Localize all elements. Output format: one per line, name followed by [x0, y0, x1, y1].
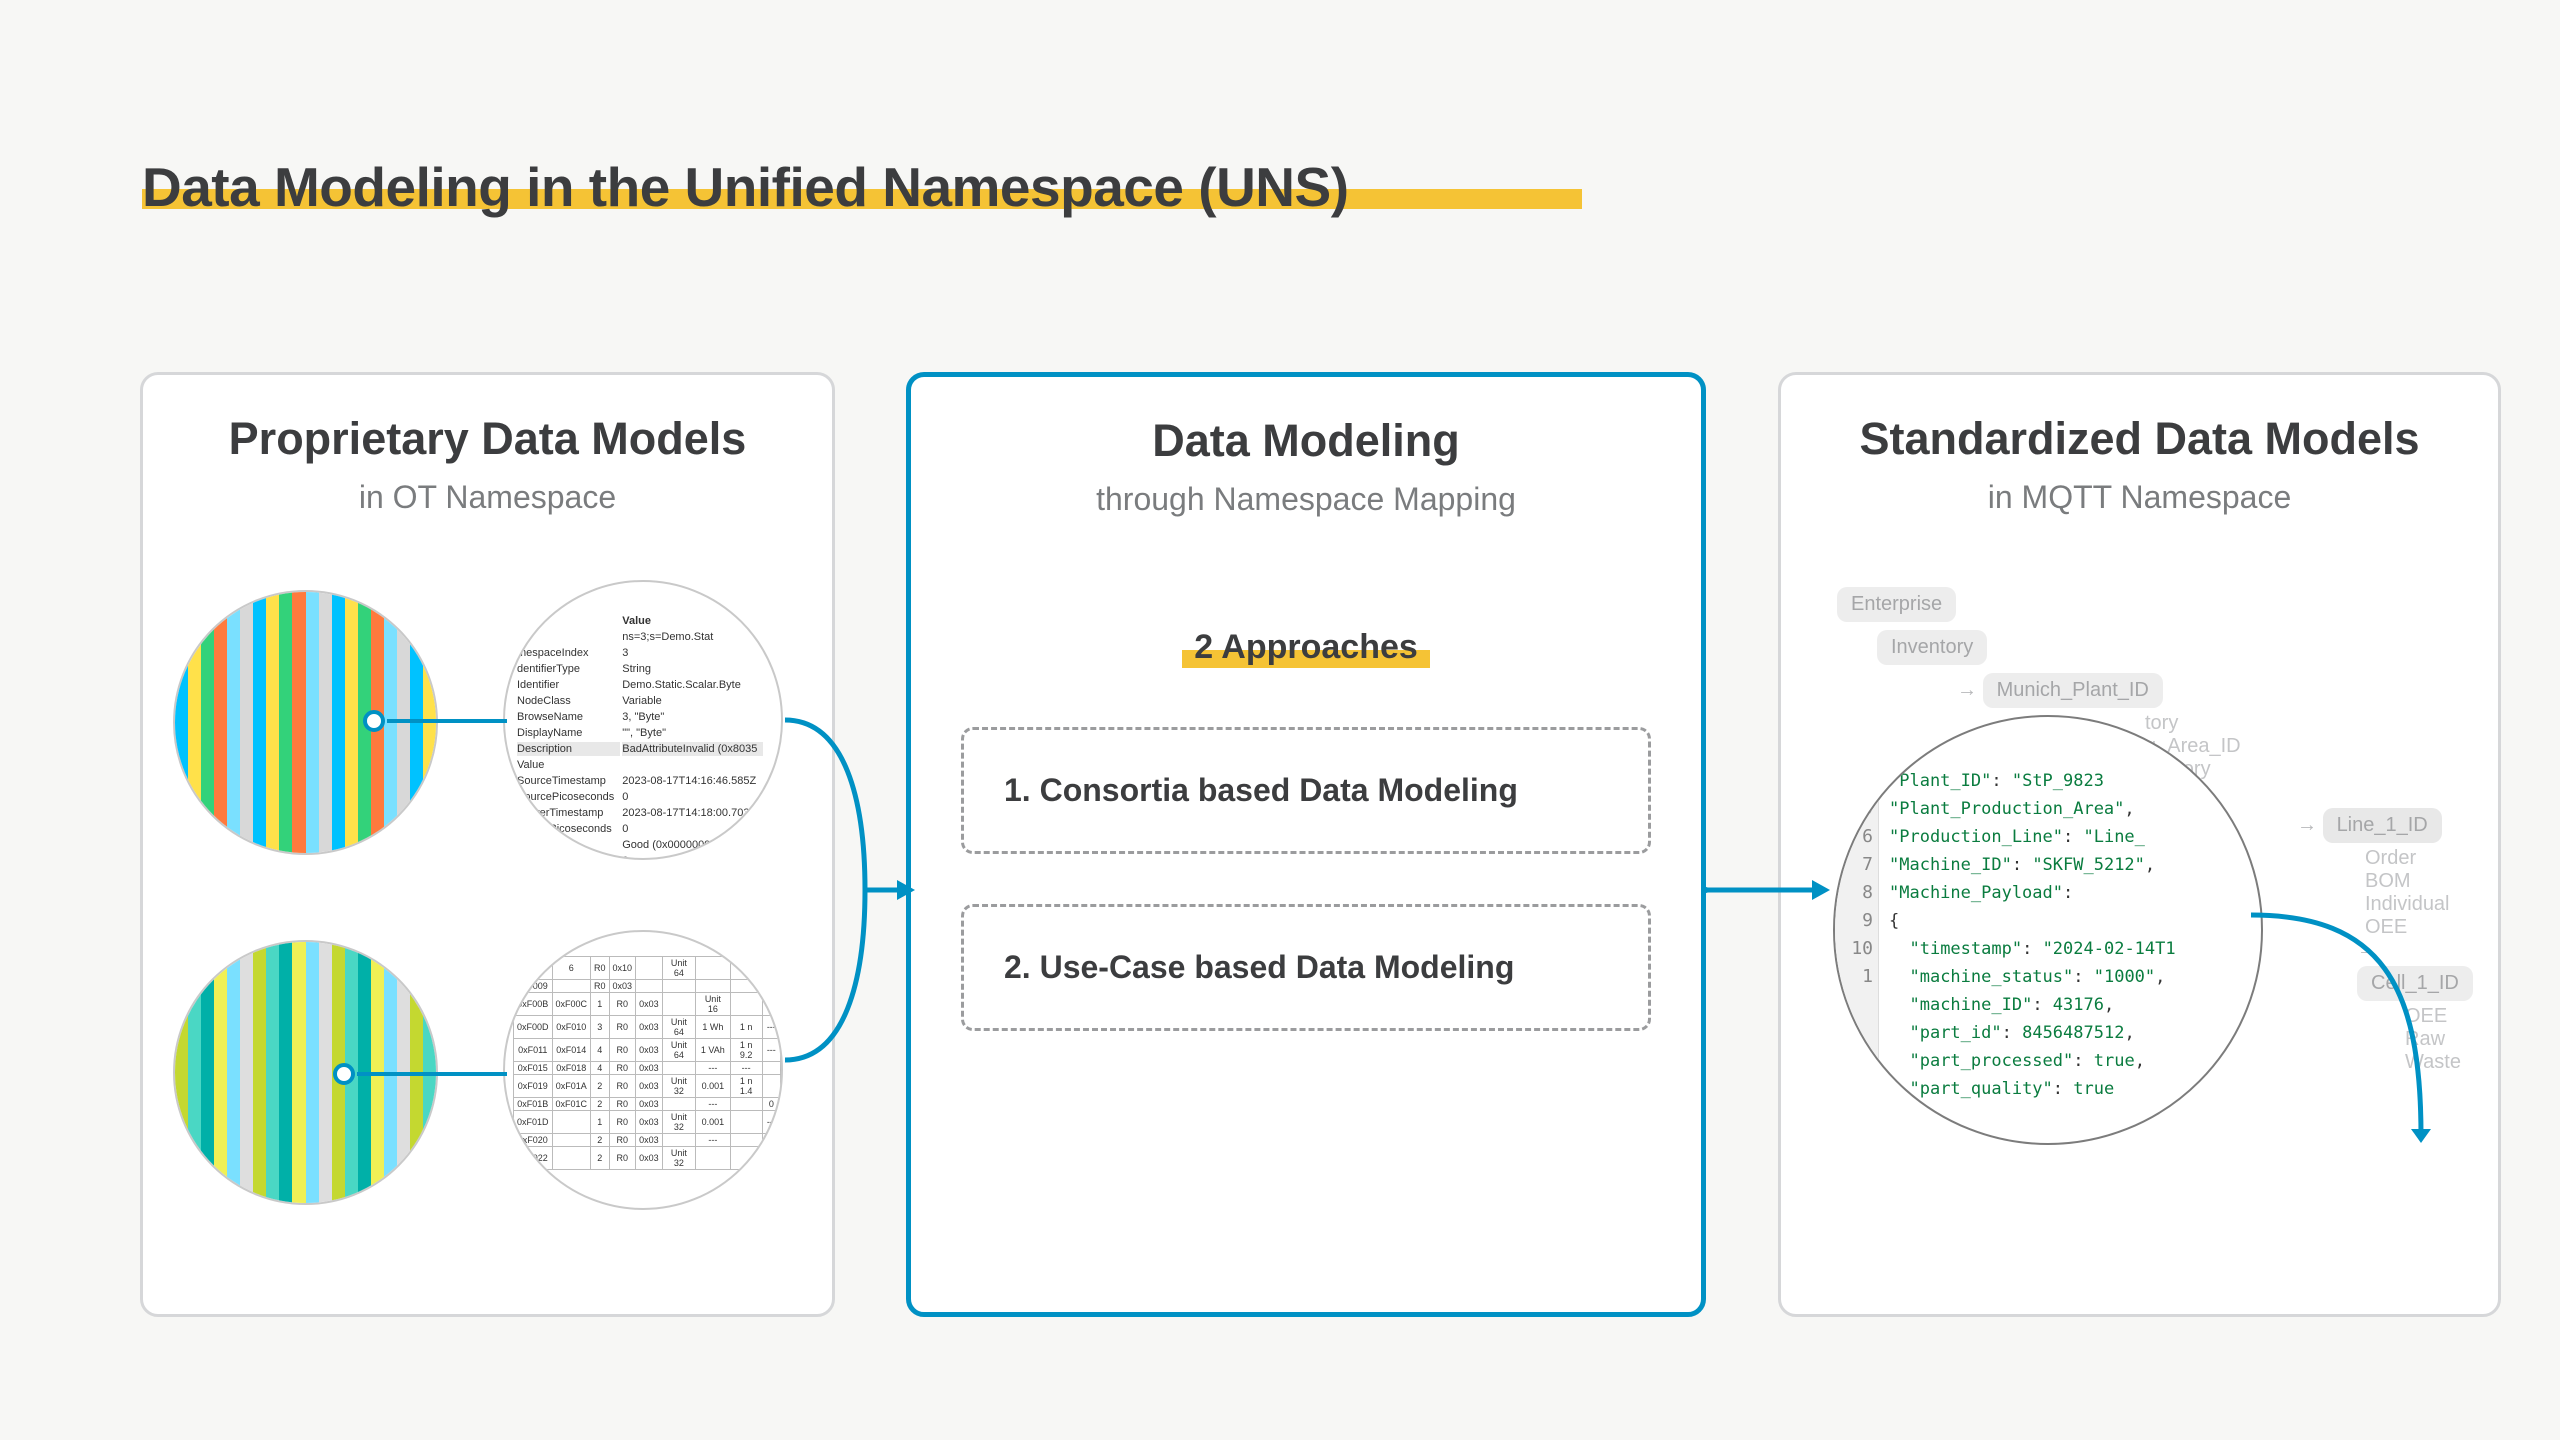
connector-line — [387, 719, 507, 723]
slide-title: Data Modeling in the Unified Namespace (… — [142, 155, 1349, 219]
approaches-label: 2 Approaches — [1194, 628, 1418, 666]
opc-data-circle: Valuens=3;s=Demo.StatmespaceIndex3dentif… — [503, 580, 783, 860]
panel-mid-subtitle: through Namespace Mapping — [911, 467, 1701, 518]
panel-left-title: Proprietary Data Models — [143, 375, 832, 465]
json-payload-circle: 56789101 "Plant_ID": "StP_9823 "Plant_Pr… — [1833, 715, 2263, 1145]
panel-data-modeling: Data Modeling through Namespace Mapping … — [906, 372, 1706, 1317]
slide-title-wrap: Data Modeling in the Unified Namespace (… — [142, 155, 1349, 219]
arrow-mid-to-right-icon — [1700, 870, 1850, 910]
approach-2-label: 2. Use-Case based Data Modeling — [1004, 949, 1618, 986]
approach-1-label: 1. Consortia based Data Modeling — [1004, 772, 1618, 809]
panel-right-subtitle: in MQTT Namespace — [1781, 465, 2498, 516]
arrow-json-to-cell-icon — [2241, 905, 2491, 1185]
hex-data-circle: 0xF0076R00x10Unit 640xF009R00x030xF00B0x… — [503, 930, 783, 1210]
panel-standardized: Standardized Data Models in MQTT Namespa… — [1778, 372, 2501, 1317]
approach-2-box: 2. Use-Case based Data Modeling — [961, 904, 1651, 1031]
connector-line — [357, 1072, 507, 1076]
connector-node-icon — [363, 710, 385, 732]
panel-proprietary: Proprietary Data Models in OT Namespace … — [140, 372, 835, 1317]
panel-mid-title: Data Modeling — [911, 377, 1701, 467]
approaches-heading: 2 Approaches — [911, 628, 1701, 667]
panel-right-title: Standardized Data Models — [1781, 375, 2498, 465]
approach-1-box: 1. Consortia based Data Modeling — [961, 727, 1651, 854]
arrow-left-to-mid-icon — [775, 680, 935, 1100]
connector-node-icon — [333, 1063, 355, 1085]
panel-left-subtitle: in OT Namespace — [143, 465, 832, 516]
